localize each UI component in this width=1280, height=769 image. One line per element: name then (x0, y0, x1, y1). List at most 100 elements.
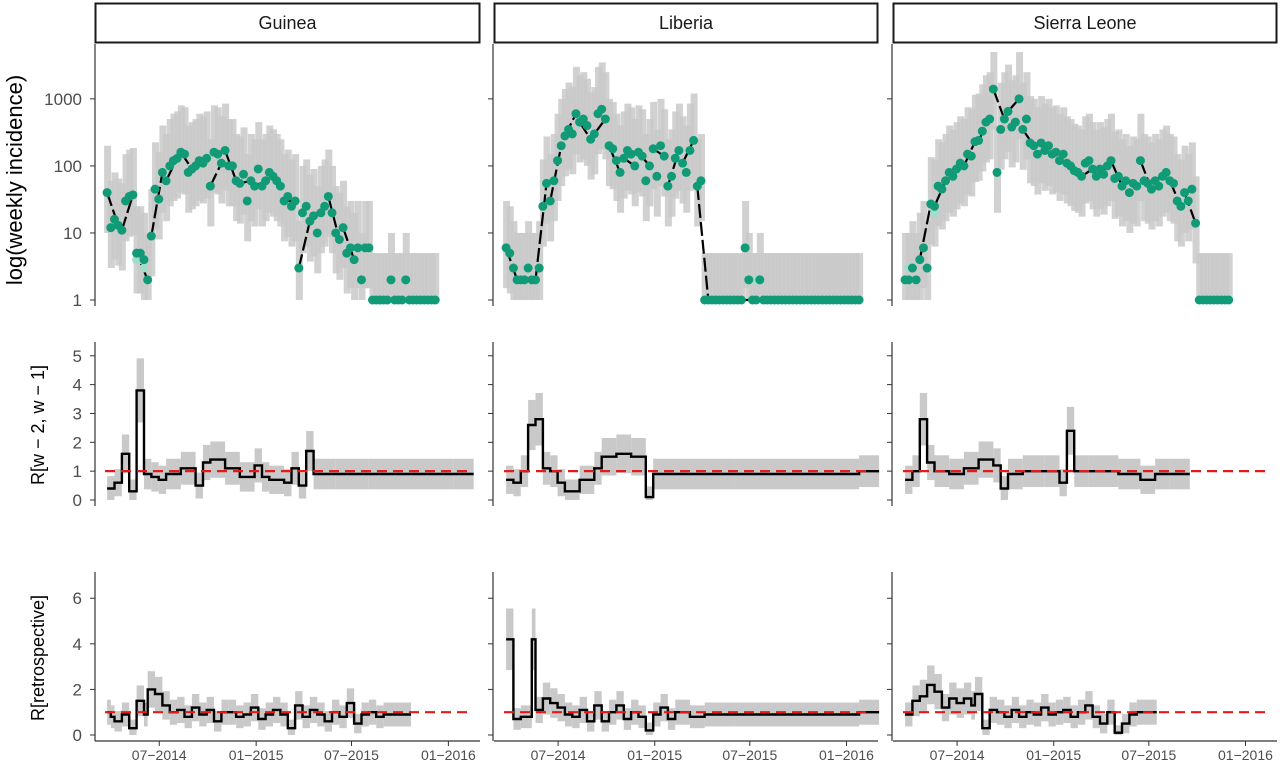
incidence-ribbon (536, 221, 544, 300)
incidence-point (1106, 156, 1116, 166)
incidence-point (553, 156, 563, 166)
y-tick-label-r_window: 0 (73, 491, 82, 510)
faded-point (139, 263, 149, 273)
incidence-point (911, 275, 921, 285)
incidence-point (143, 275, 153, 285)
incidence-ribbon (428, 253, 436, 300)
incidence-point (301, 201, 311, 211)
incidence-ribbon (760, 253, 768, 300)
incidence-ribbon (432, 253, 440, 300)
incidence-ribbon (834, 253, 842, 300)
incidence-point (556, 141, 566, 151)
incidence-ribbon (856, 253, 864, 300)
r-step-line-guinea (107, 688, 411, 730)
y-tick-label-r_retro: 0 (73, 726, 82, 745)
x-tick-label: 07−2015 (722, 747, 777, 763)
incidence-ribbon (716, 253, 724, 300)
incidence-point (992, 167, 1002, 177)
incidence-point (345, 243, 355, 253)
incidence-point (542, 178, 552, 188)
y-tick-label-r_retro: 2 (73, 680, 82, 699)
incidence-ribbon (1214, 253, 1222, 300)
r-ribbon (129, 479, 137, 500)
incidence-point (1124, 188, 1134, 198)
incidence-point (567, 129, 577, 139)
incidence-ribbon (406, 253, 414, 300)
incidence-ribbon (767, 253, 775, 300)
incidence-point (641, 176, 651, 186)
strip-label-sierra-leone: Sierra Leone (1033, 13, 1136, 33)
incidence-point (338, 223, 348, 233)
incidence-ribbon (793, 253, 801, 300)
incidence-point (545, 196, 555, 206)
incidence-point (334, 234, 344, 244)
incidence-ribbon (387, 232, 395, 300)
incidence-point (656, 141, 666, 151)
incidence-point (648, 144, 658, 154)
incidence-point (1043, 141, 1053, 151)
incidence-point (637, 151, 647, 161)
r-step-line-liberia (506, 418, 880, 499)
incidence-ribbon (909, 221, 917, 300)
incidence-ribbon (424, 253, 432, 300)
incidence-point (146, 231, 156, 241)
incidence-point (974, 135, 984, 145)
incidence-ribbon (369, 253, 377, 300)
incidence-point (401, 275, 411, 285)
projection-segment (549, 145, 563, 202)
incidence-ribbon (924, 221, 932, 300)
x-tick-label: 01−2015 (627, 747, 682, 763)
incidence-ribbon (745, 232, 753, 300)
incidence-point (1029, 141, 1039, 151)
incidence-point (1191, 218, 1201, 228)
incidence-ribbon (517, 232, 525, 300)
incidence-point (685, 145, 695, 155)
projection-segment (696, 185, 710, 301)
r-step-line-sierra-leone (905, 683, 1157, 734)
faded-point (929, 208, 939, 218)
x-tick-label: 01−2015 (229, 747, 284, 763)
incidence-point (619, 153, 629, 163)
incidence-point (1176, 201, 1186, 211)
y-tick-label-incidence: 10 (63, 224, 82, 243)
incidence-ribbon (1196, 253, 1204, 300)
incidence-point (1146, 184, 1156, 194)
incidence-point (915, 255, 925, 265)
incidence-ribbon (413, 253, 421, 300)
incidence-ribbon (421, 253, 429, 300)
incidence-point (508, 263, 518, 273)
incidence-point (740, 243, 750, 253)
incidence-ribbon (789, 253, 797, 300)
incidence-ribbon (358, 232, 366, 300)
incidence-point (689, 135, 699, 145)
incidence-point (356, 275, 366, 285)
incidence-ribbon (815, 253, 823, 300)
incidence-point (1084, 156, 1094, 166)
incidence-point (663, 181, 673, 191)
incidence-point (549, 176, 559, 186)
incidence-ribbon (826, 253, 834, 300)
projection-segment (120, 194, 134, 231)
incidence-point (128, 190, 138, 200)
incidence-point (904, 275, 914, 285)
incidence-point (216, 158, 226, 168)
incidence-point (937, 184, 947, 194)
incidence-point (582, 121, 592, 131)
incidence-point (1121, 176, 1131, 186)
incidence-ribbon (1199, 253, 1207, 300)
incidence-ribbon (1221, 253, 1229, 300)
strip-liberia (493, 2, 879, 44)
incidence-point (597, 104, 607, 114)
incidence-point (235, 178, 245, 188)
r-ribbon (1114, 725, 1123, 735)
y-tick-label-incidence: 100 (54, 157, 82, 176)
incidence-ribbon (731, 253, 739, 300)
incidence-point (929, 201, 939, 211)
incidence-point (220, 145, 230, 155)
incidence-ribbon (841, 253, 849, 300)
y-tick-label-r_window: 5 (73, 347, 82, 366)
incidence-point (922, 263, 932, 273)
incidence-ribbon (845, 253, 853, 300)
